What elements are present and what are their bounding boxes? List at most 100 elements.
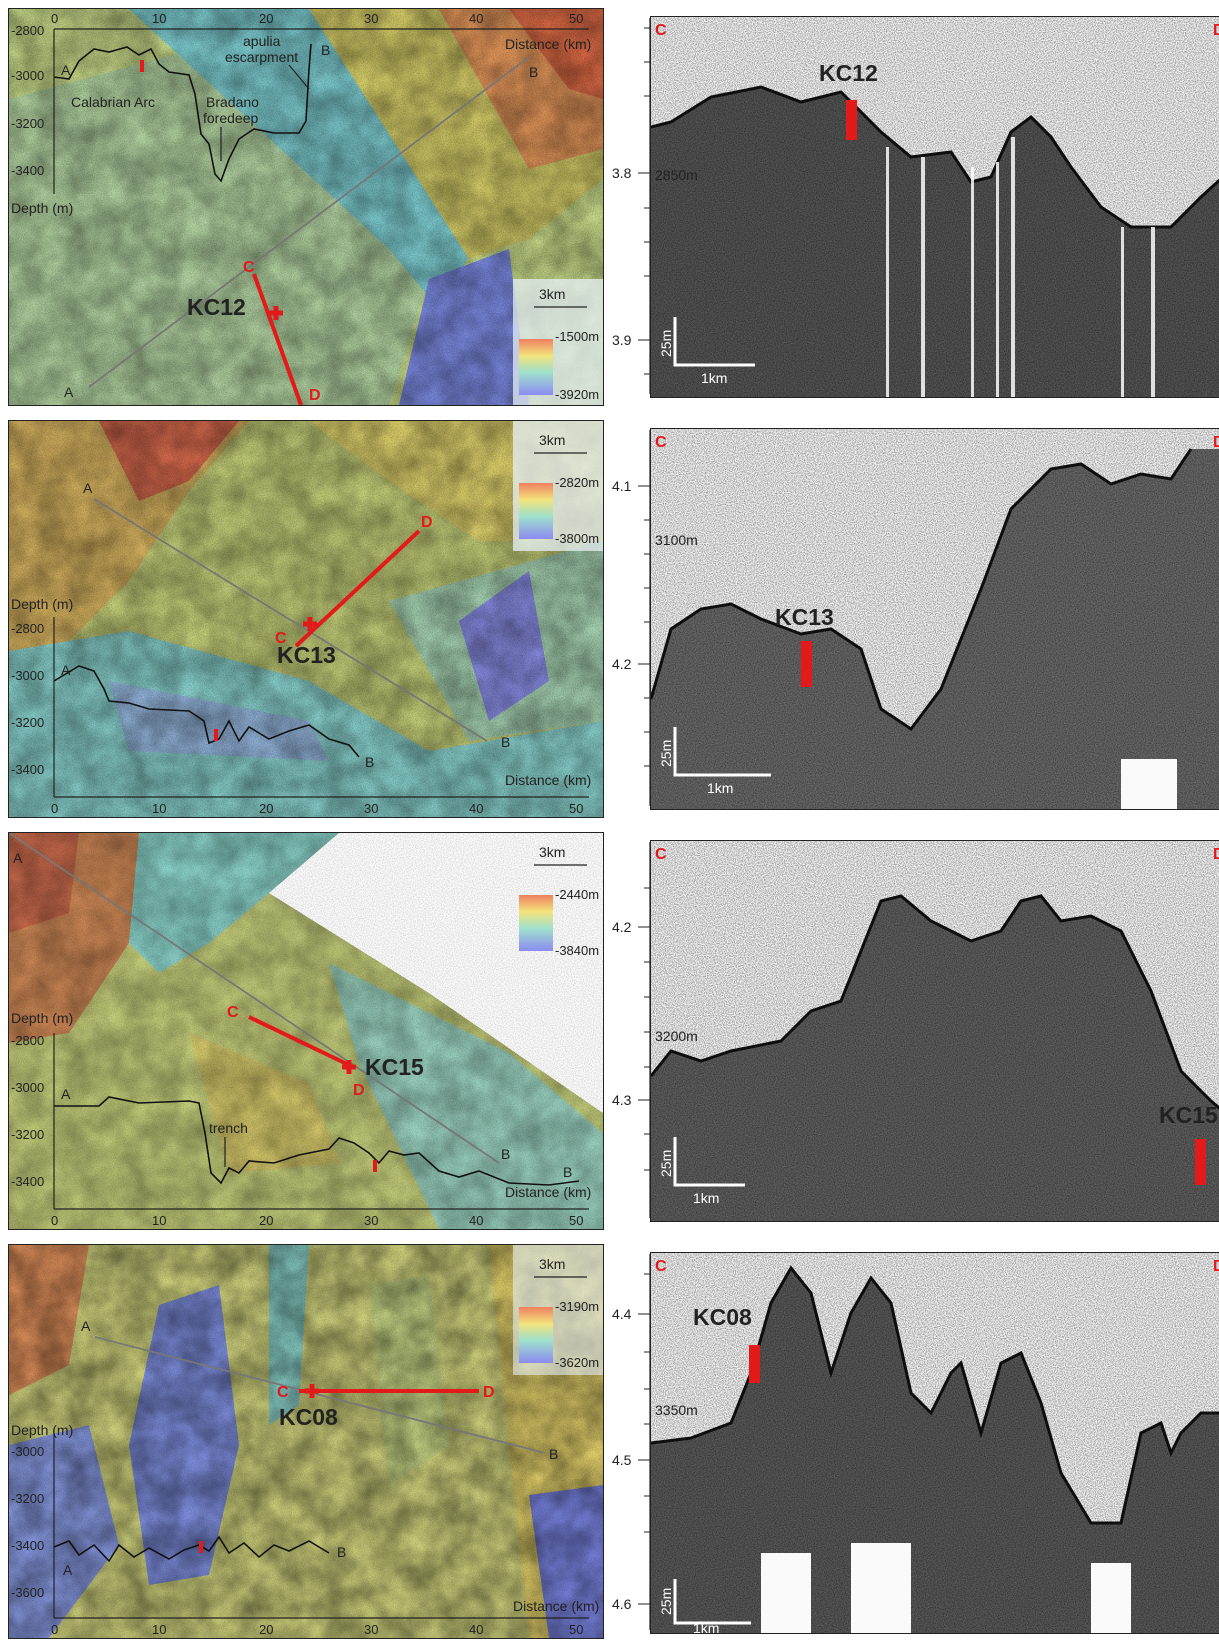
panel-kc08: 0 10 20 30 40 50 -3000 -3200 -3400 -3600… (0, 1244, 1219, 1641)
colorbar-max: -2440m (555, 887, 599, 902)
twt-tick: 4.1 (612, 478, 632, 494)
colorbar-min: -3620m (555, 1355, 599, 1370)
core-position-marker (214, 729, 218, 741)
profile-end-label: B (365, 754, 374, 770)
bathymetry-map: 0 10 20 30 40 50 -2800 -3000 -3200 -3400… (9, 421, 603, 817)
seismic-right-label: D (1213, 1258, 1219, 1275)
panel-kc15: 0 10 20 30 40 50 -2800 -3000 -3200 -3400… (0, 832, 1219, 1232)
distance-tick: 50 (569, 11, 583, 26)
seismic-profile-kc13: C D KC13 3100m 25m 1km (650, 428, 1219, 810)
distance-axis-label: Distance (km) (505, 1184, 591, 1200)
distance-tick: 10 (152, 801, 166, 816)
distance-tick: 40 (469, 11, 483, 26)
vertical-scale-label: 25m (658, 740, 674, 767)
core-position-marker (199, 1541, 203, 1553)
colorbar (519, 895, 553, 951)
profile-start-label: A (64, 384, 74, 400)
distance-tick: 30 (364, 11, 378, 26)
distance-tick: 40 (469, 1213, 483, 1228)
distance-tick: 20 (259, 1622, 273, 1637)
distance-tick: 0 (51, 1213, 58, 1228)
distance-tick: 30 (364, 1213, 378, 1228)
profile-start-label: A (61, 1086, 71, 1102)
track-end-label: D (421, 514, 433, 531)
distance-tick: 20 (259, 11, 273, 26)
distance-tick: 50 (569, 1213, 583, 1228)
twt-tick: 4.5 (612, 1452, 632, 1468)
twt-tick: 4.2 (612, 656, 632, 672)
profile-start-label: A (61, 662, 71, 678)
colorbar-max: -1500m (555, 329, 599, 344)
core-label: KC12 (187, 294, 246, 320)
annotation-calabrian-arc: Calabrian Arc (71, 94, 155, 110)
scale-bar-label: 3km (539, 844, 565, 860)
distance-tick: 20 (259, 801, 273, 816)
distance-axis-label: Distance (km) (513, 1598, 599, 1614)
core-label: KC08 (693, 1304, 752, 1330)
core-label: KC15 (365, 1054, 424, 1080)
scale-bar-label: 3km (539, 286, 565, 302)
scale-bars (673, 1579, 751, 1625)
depth-tick: -2800 (11, 23, 44, 38)
core-location-cross (342, 1060, 356, 1074)
bathymetry-map: 0 10 20 30 40 50 -3000 -3200 -3400 -3600… (9, 1245, 603, 1638)
profile-start-label: A (13, 850, 23, 866)
depth-tick: -3000 (11, 1444, 44, 1459)
depth-axis-label: Depth (m) (11, 1422, 73, 1438)
distance-tick: 0 (51, 1622, 58, 1637)
data-gap (1121, 759, 1177, 809)
depth-ticks: -3000 -3200 -3400 -3600 (11, 1444, 44, 1600)
bathymetric-profile (53, 43, 312, 183)
profile-start-label: A (83, 480, 93, 496)
horizontal-scale-label: 1km (693, 1620, 719, 1633)
depth-tick: -3400 (11, 1174, 44, 1189)
core-position-marker (846, 100, 857, 140)
twt-tick: 4.3 (612, 1092, 632, 1108)
annotation-escarpment: escarpment (225, 49, 298, 65)
core-label: KC08 (279, 1404, 338, 1430)
panel-kc13: 0 10 20 30 40 50 -2800 -3000 -3200 -3400… (0, 420, 1219, 820)
core-position-marker (801, 641, 812, 687)
depth-tick: -3400 (11, 762, 44, 777)
seismic-right-label: D (1213, 434, 1219, 451)
twt-axis: 4.4 4.5 4.6 (612, 1254, 651, 1630)
profile-line (88, 56, 530, 388)
track-end-label: D (353, 1082, 365, 1099)
annotation-foredeep: foredeep (203, 110, 258, 126)
seismic-track (248, 1015, 350, 1067)
depth-tick: -3000 (11, 68, 44, 83)
distance-tick: 20 (259, 1213, 273, 1228)
core-location-cross (269, 306, 283, 320)
depth-tick: -3200 (11, 116, 44, 131)
profile-start-label: A (63, 1562, 73, 1578)
seismic-right-label: D (1213, 22, 1219, 39)
map-kc12: 0 10 20 30 40 50 -2800 -3000 -3200 -3400… (8, 8, 604, 406)
profile-line (9, 833, 500, 1164)
depth-tick: -3200 (11, 1127, 44, 1142)
distance-tick: 10 (152, 11, 166, 26)
seismic-left-label: C (655, 1258, 667, 1275)
depth-ticks: -2800 -3000 -3200 -3400 (11, 621, 44, 777)
bathymetry-map: 0 10 20 30 40 50 -2800 -3000 -3200 -3400… (9, 9, 603, 405)
distance-ticks: 0 10 20 30 40 50 (51, 1213, 583, 1228)
panel-kc12: 0 10 20 30 40 50 -2800 -3000 -3200 -3400… (0, 8, 1219, 408)
scale-bars (673, 317, 755, 367)
colorbar (519, 483, 553, 539)
seismic-image: C D KC13 3100m 25m 1km (651, 429, 1219, 809)
depth-tick: -2800 (11, 621, 44, 636)
core-position-marker (140, 60, 144, 72)
horizontal-scale-label: 1km (693, 1190, 719, 1206)
twt-axis: 3.8 3.9 (612, 18, 651, 394)
twt-tick: 4.4 (612, 1306, 632, 1322)
depth-marker: 3350m (655, 1402, 698, 1418)
distance-tick: 50 (569, 801, 583, 816)
twt-tick: 4.2 (612, 919, 632, 935)
core-label: KC15 (1159, 1102, 1218, 1128)
distance-tick: 10 (152, 1622, 166, 1637)
depth-marker: 2850m (655, 167, 698, 183)
track-start-label: C (243, 259, 255, 276)
core-location-cross (305, 1384, 319, 1398)
profile-line (93, 498, 488, 742)
depth-tick: -3000 (11, 668, 44, 683)
distance-ticks: 0 10 20 30 40 50 (51, 11, 583, 26)
